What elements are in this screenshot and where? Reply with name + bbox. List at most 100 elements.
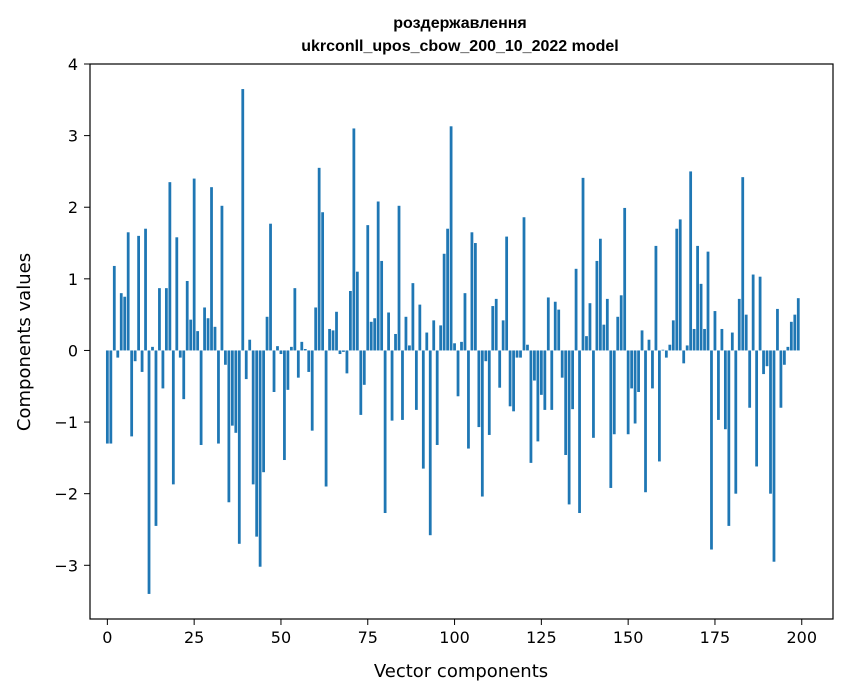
bar-145 bbox=[609, 350, 613, 488]
bar-14 bbox=[154, 350, 158, 526]
bar-94 bbox=[432, 320, 436, 351]
bar-9 bbox=[137, 235, 140, 351]
chart-title-line1: роздержавлення bbox=[393, 15, 526, 32]
bar-118 bbox=[515, 350, 519, 358]
bar-131 bbox=[560, 350, 564, 378]
bar-54 bbox=[293, 288, 297, 351]
x-tick-label: 150 bbox=[613, 628, 644, 647]
bar-66 bbox=[335, 311, 338, 351]
bar-147 bbox=[616, 316, 620, 351]
bar-30 bbox=[210, 187, 213, 351]
bar-92 bbox=[425, 332, 429, 351]
bar-80 bbox=[383, 350, 387, 514]
bar-72 bbox=[355, 271, 359, 351]
bar-189 bbox=[762, 350, 765, 375]
bar-59 bbox=[310, 350, 314, 431]
bar-156 bbox=[647, 339, 651, 351]
bar-123 bbox=[533, 350, 536, 381]
bar-15 bbox=[158, 288, 161, 351]
bar-69 bbox=[345, 350, 349, 374]
bar-22 bbox=[182, 350, 186, 400]
bar-132 bbox=[564, 350, 568, 455]
bar-107 bbox=[477, 350, 481, 428]
bar-199 bbox=[796, 298, 800, 351]
bar-127 bbox=[546, 297, 550, 351]
bar-167 bbox=[685, 345, 689, 351]
y-tick-label: 0 bbox=[68, 341, 78, 360]
bar-13 bbox=[151, 346, 154, 351]
bar-165 bbox=[678, 219, 682, 351]
bar-0 bbox=[105, 350, 109, 444]
bar-129 bbox=[553, 301, 557, 351]
bar-6 bbox=[126, 232, 130, 351]
bar-7 bbox=[130, 350, 134, 437]
bar-35 bbox=[227, 350, 231, 503]
bar-67 bbox=[338, 350, 342, 355]
bar-31 bbox=[213, 326, 217, 351]
bar-19 bbox=[171, 350, 175, 485]
x-axis-ticks: 0 25 50 75 100 125 150 175 200 bbox=[102, 619, 817, 647]
bar-193 bbox=[776, 308, 779, 351]
bar-141 bbox=[595, 260, 599, 351]
bar-11 bbox=[144, 228, 147, 351]
bar-20 bbox=[175, 237, 179, 351]
bar-172 bbox=[703, 328, 706, 351]
bar-133 bbox=[567, 350, 571, 505]
bar-152 bbox=[633, 350, 637, 424]
bar-144 bbox=[605, 298, 609, 351]
bar-161 bbox=[664, 350, 668, 358]
bar-169 bbox=[692, 328, 696, 351]
y-tick-label: −3 bbox=[54, 556, 78, 575]
bar-27 bbox=[199, 350, 203, 445]
bar-173 bbox=[706, 251, 710, 351]
bar-57 bbox=[303, 349, 307, 351]
bar-124 bbox=[536, 350, 540, 442]
bar-62 bbox=[321, 212, 325, 351]
bar-44 bbox=[258, 350, 262, 567]
bar-184 bbox=[744, 314, 748, 351]
bar-190 bbox=[765, 350, 769, 367]
bar-64 bbox=[328, 328, 331, 351]
bar-130 bbox=[557, 309, 561, 351]
bar-102 bbox=[460, 341, 463, 351]
bar-164 bbox=[675, 228, 679, 351]
bar-110 bbox=[487, 350, 491, 435]
bar-51 bbox=[283, 350, 286, 461]
bar-114 bbox=[501, 320, 505, 351]
y-tick-label: 2 bbox=[68, 198, 78, 217]
bar-77 bbox=[373, 318, 377, 351]
y-tick-label: 4 bbox=[68, 55, 78, 74]
bar-136 bbox=[578, 350, 581, 514]
bar-33 bbox=[220, 205, 224, 351]
bar-128 bbox=[550, 350, 554, 410]
bar-163 bbox=[671, 320, 675, 351]
bar-197 bbox=[789, 321, 793, 351]
bar-134 bbox=[571, 350, 574, 410]
bar-101 bbox=[456, 350, 460, 397]
bar-121 bbox=[526, 344, 529, 351]
bar-148 bbox=[619, 295, 623, 351]
bar-185 bbox=[748, 350, 752, 408]
bar-49 bbox=[276, 346, 279, 351]
bar-183 bbox=[741, 177, 745, 351]
bar-21 bbox=[178, 350, 182, 358]
bar-170 bbox=[696, 245, 699, 351]
bar-36 bbox=[230, 350, 234, 426]
bar-50 bbox=[279, 350, 283, 355]
bar-100 bbox=[453, 343, 456, 351]
bar-28 bbox=[203, 307, 206, 351]
x-tick-label: 175 bbox=[700, 628, 731, 647]
bar-2 bbox=[112, 265, 116, 351]
x-tick-label: 75 bbox=[358, 628, 378, 647]
bar-78 bbox=[376, 201, 380, 351]
bar-83 bbox=[394, 333, 397, 351]
y-tick-label: −1 bbox=[54, 413, 78, 432]
bar-158 bbox=[654, 245, 658, 351]
bar-153 bbox=[637, 350, 640, 392]
x-tick-label: 200 bbox=[786, 628, 817, 647]
bar-96 bbox=[439, 325, 443, 351]
x-tick-label: 50 bbox=[271, 628, 291, 647]
bar-109 bbox=[484, 350, 488, 362]
bar-12 bbox=[147, 350, 151, 594]
bar-139 bbox=[588, 303, 592, 351]
